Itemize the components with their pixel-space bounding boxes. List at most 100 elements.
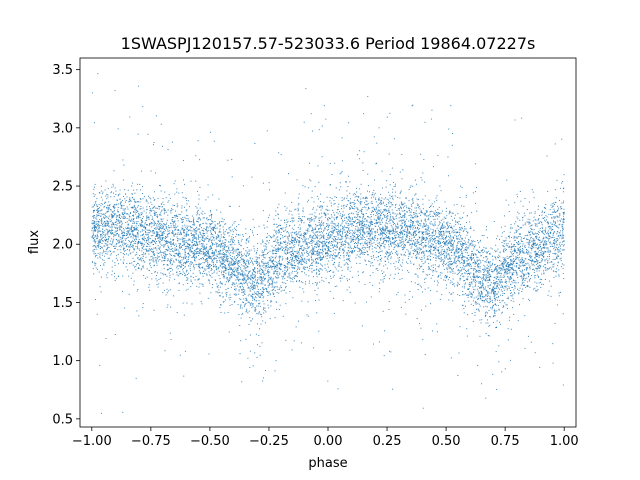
data-point: [441, 294, 443, 296]
data-point: [137, 133, 139, 135]
data-point: [199, 159, 201, 161]
data-point: [129, 216, 131, 218]
data-point: [110, 209, 112, 211]
data-point: [428, 251, 430, 253]
data-point: [289, 272, 291, 274]
data-point: [398, 204, 400, 206]
data-point: [146, 268, 148, 270]
data-point: [370, 262, 372, 264]
data-point: [428, 199, 430, 201]
data-point: [363, 221, 365, 223]
data-point: [221, 292, 223, 294]
data-point: [323, 280, 325, 282]
data-point: [279, 244, 281, 246]
data-point: [129, 253, 131, 255]
data-point: [489, 324, 491, 326]
data-point: [222, 271, 224, 273]
data-point: [434, 230, 436, 232]
data-point: [225, 253, 227, 255]
data-point: [490, 276, 492, 278]
data-point: [378, 264, 380, 266]
data-point: [370, 238, 372, 240]
data-point: [174, 225, 176, 227]
data-point: [99, 256, 101, 258]
data-point: [485, 295, 487, 297]
data-point: [402, 238, 404, 240]
data-point: [390, 274, 392, 276]
data-point: [488, 277, 490, 279]
data-point: [139, 197, 141, 199]
data-point: [110, 233, 112, 235]
data-point: [538, 267, 540, 269]
data-point: [545, 236, 547, 238]
data-point: [320, 252, 322, 254]
data-point: [161, 256, 163, 258]
data-point: [123, 209, 125, 211]
data-point: [334, 214, 336, 216]
data-point: [535, 219, 537, 221]
data-point: [302, 211, 304, 213]
data-point: [333, 235, 335, 237]
data-point: [462, 291, 464, 293]
data-point: [361, 220, 363, 222]
data-point: [323, 201, 325, 203]
data-point: [312, 276, 314, 278]
data-point: [434, 221, 436, 223]
data-point: [348, 278, 350, 280]
data-point: [548, 290, 550, 292]
data-point: [112, 251, 114, 253]
data-point: [404, 221, 406, 223]
data-point: [320, 222, 322, 224]
data-point: [307, 228, 309, 230]
data-point: [166, 236, 168, 238]
data-point: [489, 284, 491, 286]
data-point: [372, 265, 374, 267]
data-point: [126, 218, 128, 220]
data-point: [526, 277, 528, 279]
data-point: [357, 212, 359, 214]
data-point: [275, 215, 277, 217]
data-point: [429, 240, 431, 242]
data-point: [349, 217, 351, 219]
data-point: [399, 197, 401, 199]
data-point: [156, 252, 158, 254]
data-point: [171, 258, 173, 260]
data-point: [461, 273, 463, 275]
data-point: [183, 231, 185, 233]
data-point: [279, 248, 281, 250]
data-point: [540, 286, 542, 288]
data-point: [448, 243, 450, 245]
data-point: [157, 247, 159, 249]
data-point: [134, 211, 136, 213]
data-point: [468, 294, 470, 296]
data-point: [517, 254, 519, 256]
data-point: [438, 234, 440, 236]
data-point: [195, 249, 197, 251]
data-point: [376, 267, 378, 269]
data-point: [282, 275, 284, 277]
data-point: [134, 209, 136, 211]
data-point: [400, 245, 402, 247]
data-point: [494, 313, 496, 315]
data-point: [510, 267, 512, 269]
data-point: [318, 224, 320, 226]
data-point: [515, 258, 517, 260]
data-point: [502, 257, 504, 259]
data-point: [191, 247, 193, 249]
data-point: [502, 306, 504, 308]
data-point: [221, 274, 223, 276]
data-point: [133, 211, 135, 213]
data-point: [551, 229, 553, 231]
data-point: [263, 289, 265, 291]
data-point: [538, 234, 540, 236]
data-point: [111, 186, 113, 188]
data-point: [118, 214, 120, 216]
data-point: [342, 226, 344, 228]
data-point: [110, 221, 112, 223]
data-point: [228, 273, 230, 275]
data-point: [442, 227, 444, 229]
data-point: [217, 245, 219, 247]
data-point: [320, 268, 322, 270]
data-point: [323, 105, 325, 107]
data-point: [389, 213, 391, 215]
